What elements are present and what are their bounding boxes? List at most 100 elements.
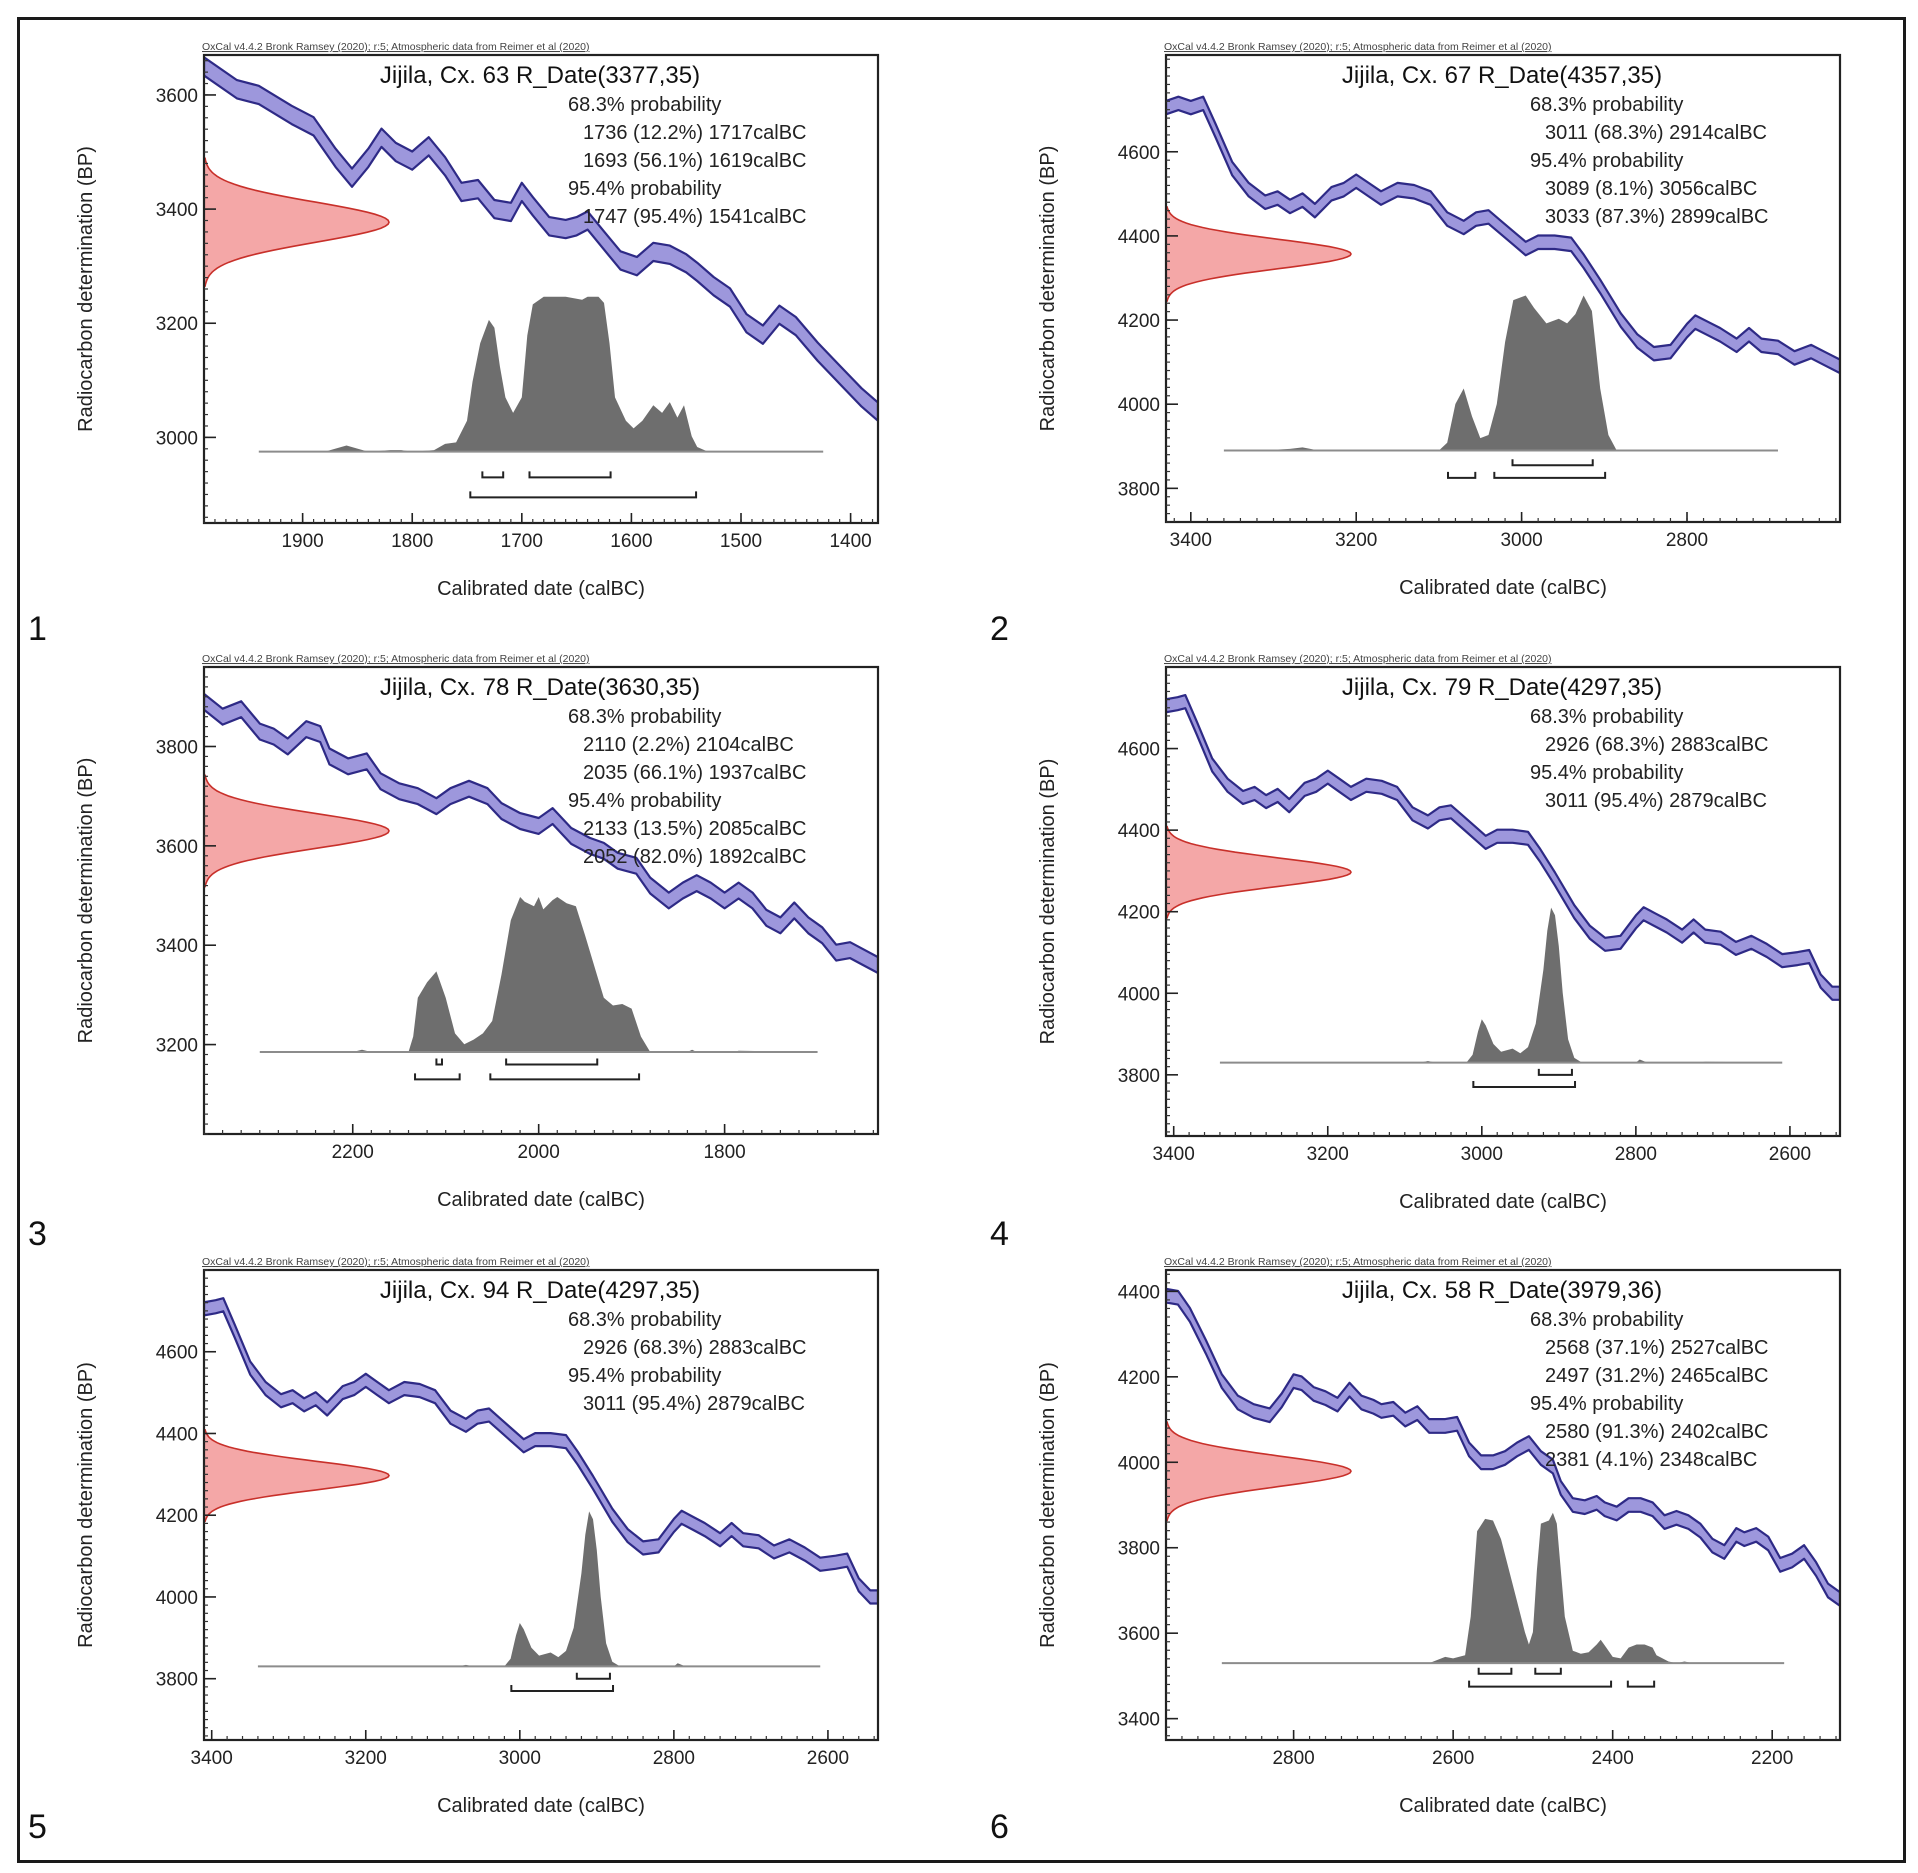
range-line: 3089 (8.1%) 3056calBC bbox=[1545, 178, 1757, 200]
y-tick-label: 4000 bbox=[1118, 395, 1160, 416]
calibration-curve-band bbox=[1166, 95, 1840, 375]
chart-title: Jijila, Cx. 63 R_Date(3377,35) bbox=[380, 62, 700, 89]
x-tick-label: 3400 bbox=[1170, 530, 1212, 551]
chart-title: Jijila, Cx. 67 R_Date(4357,35) bbox=[1342, 62, 1662, 89]
calibration-curve-band bbox=[1166, 694, 1840, 1001]
range-bracket-95 bbox=[414, 1073, 461, 1081]
measurement-distribution bbox=[1166, 206, 1352, 302]
probability-heading: 95.4% probability bbox=[568, 1365, 721, 1387]
y-tick-label: 4600 bbox=[1118, 740, 1160, 761]
oxcal-header: OxCal v4.4.2 Bronk Ramsey (2020); r:5; A… bbox=[202, 1256, 590, 1268]
x-tick-label: 2400 bbox=[1592, 1748, 1634, 1769]
y-tick-label: 4400 bbox=[156, 1424, 198, 1445]
x-tick-label: 3400 bbox=[1153, 1144, 1195, 1165]
x-tick-label: 3000 bbox=[1461, 1144, 1503, 1165]
y-axis-label: Radiocarbon determination (BP) bbox=[75, 758, 97, 1044]
x-axis-label: Calibrated date (calBC) bbox=[1399, 1795, 1607, 1817]
range-bracket-95 bbox=[1447, 471, 1477, 479]
chart-title: Jijila, Cx. 94 R_Date(4297,35) bbox=[380, 1277, 700, 1304]
y-tick-label: 3400 bbox=[1118, 1710, 1160, 1731]
x-tick-label: 2200 bbox=[1751, 1748, 1793, 1769]
x-axis-label: Calibrated date (calBC) bbox=[437, 1795, 645, 1817]
range-bracket-68 bbox=[575, 1672, 611, 1680]
x-tick-label: 1700 bbox=[501, 531, 543, 552]
panel-4: OxCal v4.4.2 Bronk Ramsey (2020); r:5; A… bbox=[962, 615, 1918, 1253]
y-tick-label: 3400 bbox=[156, 936, 198, 957]
range-bracket-95 bbox=[510, 1684, 615, 1692]
chart-svg: OxCal v4.4.2 Bronk Ramsey (2020); r:5; A… bbox=[75, 1256, 880, 1817]
oxcal-header: OxCal v4.4.2 Bronk Ramsey (2020); r:5; A… bbox=[202, 653, 590, 665]
plot-area bbox=[204, 692, 878, 1081]
probability-heading: 68.3% probability bbox=[1530, 706, 1683, 728]
range-bracket-68 bbox=[1534, 1667, 1562, 1675]
chart-title: Jijila, Cx. 58 R_Date(3979,36) bbox=[1342, 1277, 1662, 1304]
panel-label: 3 bbox=[28, 1215, 47, 1253]
range-line: 3011 (95.4%) 2879calBC bbox=[1545, 790, 1767, 812]
probability-heading: 95.4% probability bbox=[568, 178, 721, 200]
calibrated-distribution bbox=[259, 897, 818, 1052]
chart-title: Jijila, Cx. 78 R_Date(3630,35) bbox=[380, 674, 700, 701]
panel-label: 4 bbox=[990, 1215, 1009, 1253]
calibration-curve-band bbox=[1166, 1287, 1840, 1607]
calibrated-distribution bbox=[1221, 1512, 1785, 1664]
range-bracket-95 bbox=[1468, 1680, 1613, 1688]
plot-frame bbox=[1164, 665, 1842, 1138]
panel-label: 2 bbox=[990, 610, 1009, 648]
y-tick-label: 3400 bbox=[156, 200, 198, 221]
y-tick-label: 4200 bbox=[156, 1506, 198, 1527]
y-tick-label: 3600 bbox=[156, 86, 198, 107]
range-bracket-95 bbox=[489, 1073, 641, 1081]
y-axis-label: Radiocarbon determination (BP) bbox=[75, 146, 97, 432]
y-axis-label: Radiocarbon determination (BP) bbox=[1037, 1362, 1059, 1648]
x-tick-label: 3200 bbox=[1307, 1144, 1349, 1165]
panel-label: 6 bbox=[990, 1808, 1009, 1846]
range-line: 3011 (95.4%) 2879calBC bbox=[583, 1393, 805, 1415]
y-tick-label: 3800 bbox=[1118, 479, 1160, 500]
chart-svg: OxCal v4.4.2 Bronk Ramsey (2020); r:5; A… bbox=[1037, 41, 1842, 599]
x-axis-label: Calibrated date (calBC) bbox=[1399, 1191, 1607, 1213]
panel-6: OxCal v4.4.2 Bronk Ramsey (2020); r:5; A… bbox=[962, 1220, 1918, 1846]
range-line: 3033 (87.3%) 2899calBC bbox=[1545, 206, 1768, 228]
y-tick-label: 4000 bbox=[1118, 1453, 1160, 1474]
x-tick-label: 2600 bbox=[807, 1748, 849, 1769]
range-bracket-68 bbox=[1477, 1667, 1513, 1675]
probability-heading: 68.3% probability bbox=[568, 706, 721, 728]
range-bracket-68 bbox=[505, 1058, 599, 1066]
y-tick-label: 3600 bbox=[1118, 1624, 1160, 1645]
x-tick-label: 3400 bbox=[191, 1748, 233, 1769]
y-tick-label: 4400 bbox=[1118, 227, 1160, 248]
x-tick-label: 3000 bbox=[1500, 530, 1542, 551]
panel-1: OxCal v4.4.2 Bronk Ramsey (2020); r:5; A… bbox=[0, 0, 959, 648]
x-tick-label: 1500 bbox=[720, 531, 762, 552]
panel-3: OxCal v4.4.2 Bronk Ramsey (2020); r:5; A… bbox=[0, 615, 959, 1253]
x-tick-label: 1400 bbox=[829, 531, 871, 552]
x-tick-label: 2600 bbox=[1769, 1144, 1811, 1165]
measurement-distribution bbox=[204, 157, 390, 287]
y-axis-label: Radiocarbon determination (BP) bbox=[1037, 146, 1059, 432]
y-tick-label: 3800 bbox=[1118, 1539, 1160, 1560]
panel-label: 5 bbox=[28, 1808, 47, 1846]
calibrated-distribution bbox=[258, 296, 824, 452]
range-line: 2580 (91.3%) 2402calBC bbox=[1545, 1421, 1768, 1443]
oxcal-header: OxCal v4.4.2 Bronk Ramsey (2020); r:5; A… bbox=[1164, 653, 1552, 665]
range-line: 2497 (31.2%) 2465calBC bbox=[1545, 1365, 1768, 1387]
x-tick-label: 1800 bbox=[703, 1142, 745, 1163]
y-tick-label: 4600 bbox=[156, 1343, 198, 1364]
probability-heading: 68.3% probability bbox=[1530, 1309, 1683, 1331]
y-axis-label: Radiocarbon determination (BP) bbox=[1037, 759, 1059, 1045]
y-tick-label: 3800 bbox=[156, 737, 198, 758]
calibration-curve-band bbox=[204, 692, 878, 975]
y-tick-label: 4400 bbox=[1118, 821, 1160, 842]
probability-heading: 68.3% probability bbox=[1530, 94, 1683, 116]
probability-heading: 68.3% probability bbox=[568, 1309, 721, 1331]
figure-frame bbox=[17, 17, 1906, 1863]
range-line: 2035 (66.1%) 1937calBC bbox=[583, 762, 806, 784]
y-tick-label: 3600 bbox=[156, 837, 198, 858]
plot-area bbox=[1166, 694, 1840, 1089]
plot-area bbox=[1166, 1287, 1840, 1688]
x-tick-label: 3000 bbox=[499, 1748, 541, 1769]
calibration-curve-band bbox=[204, 56, 878, 422]
y-tick-label: 3800 bbox=[156, 1670, 198, 1691]
x-tick-label: 3200 bbox=[1335, 530, 1377, 551]
y-tick-label: 4200 bbox=[1118, 903, 1160, 924]
